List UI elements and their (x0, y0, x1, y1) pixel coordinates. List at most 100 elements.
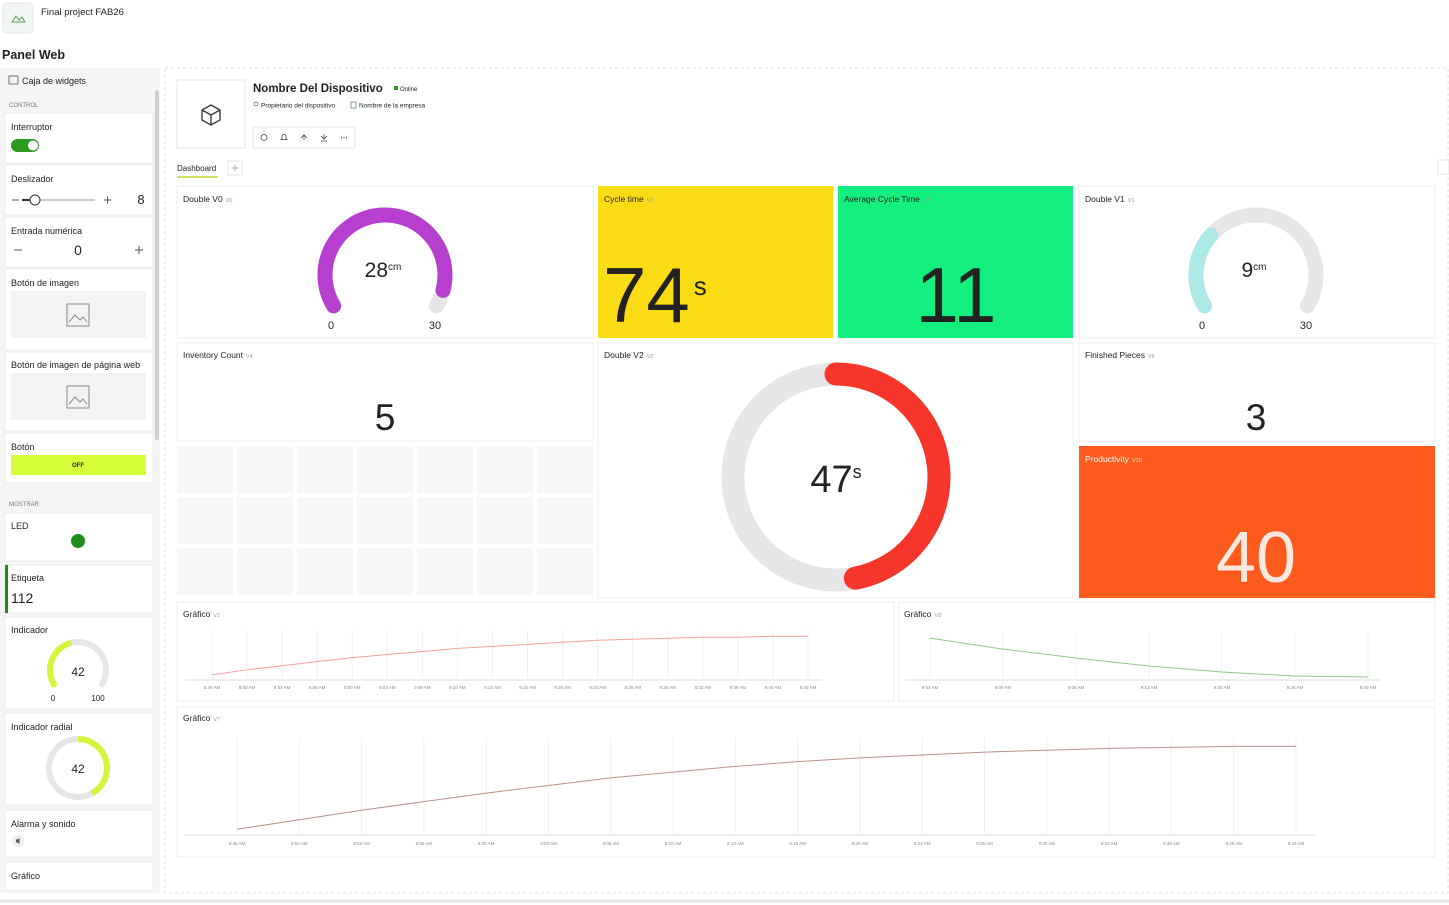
x-tick-label: 8:50 AM (239, 685, 256, 690)
empty-cell (537, 497, 593, 544)
pin: V5 (1148, 354, 1155, 360)
unit: s (853, 462, 862, 482)
widget-title: Double V2 V2 (604, 350, 653, 360)
widget-title: Average Cycle Time V3 (844, 194, 930, 204)
x-tick-label: 9:33 AM (695, 685, 712, 690)
x-tick-label: 8:50 AM (291, 841, 308, 846)
x-tick-label: 9:03 AM (379, 685, 396, 690)
tab[interactable]: Dashboard (177, 164, 216, 173)
status-dot (394, 86, 398, 90)
toolbar-button[interactable] (280, 134, 288, 140)
widget-card[interactable] (4, 164, 154, 216)
widget-card[interactable] (4, 809, 154, 858)
gauge-arc (47, 640, 72, 688)
widget-card[interactable] (4, 216, 154, 268)
x-tick-label: 9:26 AM (1287, 685, 1304, 690)
pin: V3 (923, 198, 930, 204)
pin: V7 (213, 717, 220, 723)
x-tick-label: 9:40 AM (1360, 685, 1377, 690)
empty-cell (177, 497, 233, 544)
widget-label: Deslizador (11, 174, 54, 184)
x-tick-label: 8:46 AM (204, 685, 221, 690)
x-tick-label: 9:43 AM (800, 685, 817, 690)
numeric-value: 0 (74, 242, 82, 258)
empty-cells (177, 446, 593, 595)
toolbar-button[interactable] (260, 134, 268, 141)
pin: V2 (647, 354, 654, 360)
empty-cell (477, 548, 533, 595)
x-tick-label: 9:13 AM (1141, 685, 1158, 690)
owner-icon (253, 101, 259, 107)
gauge-min: 0 (1199, 320, 1205, 332)
gauge-max: 100 (91, 694, 105, 703)
plus-icon[interactable] (104, 196, 111, 204)
device-image (176, 79, 246, 149)
side-toggle[interactable] (1437, 159, 1449, 175)
big-value: 11 (916, 251, 997, 339)
x-tick-label: 9:36 AM (730, 685, 747, 690)
x-tick-label: 9:23 AM (914, 841, 931, 846)
widget-label: Etiqueta (11, 573, 44, 583)
x-tick-label: 9:00 AM (344, 685, 361, 690)
speaker-icon (16, 838, 20, 844)
x-tick-label: 8:56 AM (309, 685, 326, 690)
empty-cell (417, 497, 473, 544)
x-tick-label: 8:53 AM (353, 841, 370, 846)
image-icon (68, 396, 88, 405)
gauge-max: 30 (429, 320, 441, 332)
gauge-value: 9cm (1241, 259, 1266, 282)
chart-widget (898, 601, 1436, 702)
radial-value: 47s (810, 459, 861, 501)
x-tick-label: 9:16 AM (519, 685, 536, 690)
toolbar-button[interactable] (300, 134, 308, 140)
button[interactable] (11, 455, 146, 475)
value-widget (176, 342, 594, 442)
value-widget (1079, 446, 1435, 598)
device-company[interactable]: Nombre de la empresa (359, 103, 425, 110)
device-owner[interactable]: Propietario del dispositivo (261, 103, 335, 110)
widget-card[interactable] (4, 712, 154, 806)
empty-cell (297, 548, 353, 595)
pin: V10 (1132, 458, 1142, 464)
label-accent (5, 565, 8, 613)
x-tick-label: 8:46 AM (229, 841, 246, 846)
scrollbar[interactable] (155, 90, 159, 440)
project-name: Final project FAB26 (41, 7, 124, 18)
widget-card[interactable] (4, 616, 154, 710)
big-value: 3 (1246, 397, 1267, 438)
toggle-knob (28, 140, 38, 151)
line-series (236, 745, 1296, 830)
chart-widget (176, 601, 895, 702)
title: Average Cycle Time (844, 194, 920, 204)
title: Gráfico (904, 609, 932, 619)
widget-card[interactable] (4, 861, 154, 891)
page-title: Panel Web (2, 48, 65, 62)
value: 9 (1241, 259, 1253, 282)
empty-cell (177, 548, 233, 595)
widget-label: Entrada numérica (11, 226, 82, 236)
widget-box-icon (8, 75, 19, 85)
widget-label: Interruptor (11, 122, 53, 132)
title: Gráfico (183, 713, 211, 723)
x-tick-label: 9:26 AM (976, 841, 993, 846)
slider-knob[interactable] (29, 194, 41, 206)
widget-title: Inventory Count V4 (183, 350, 253, 360)
widget-label: Botón de imagen de página web (11, 360, 140, 370)
widget-card[interactable] (4, 564, 154, 614)
gauge-min: 0 (328, 320, 334, 332)
toolbar-button[interactable] (320, 134, 328, 142)
title: Finished Pieces (1085, 350, 1145, 360)
label-value: 112 (11, 590, 34, 606)
widget-card[interactable] (4, 112, 154, 164)
button-state: OFF (72, 463, 84, 469)
gauge-arc (1188, 227, 1219, 314)
plus-icon[interactable] (135, 246, 143, 254)
widget-label: Indicador radial (11, 722, 73, 732)
add-tab-icon (232, 165, 238, 171)
value-widget (598, 186, 833, 338)
x-tick-label: 8:53 AM (922, 685, 939, 690)
image-placeholder (11, 291, 146, 338)
x-tick-label: 9:26 AM (624, 685, 641, 690)
sidebar-title: Caja de widgets (22, 76, 87, 86)
